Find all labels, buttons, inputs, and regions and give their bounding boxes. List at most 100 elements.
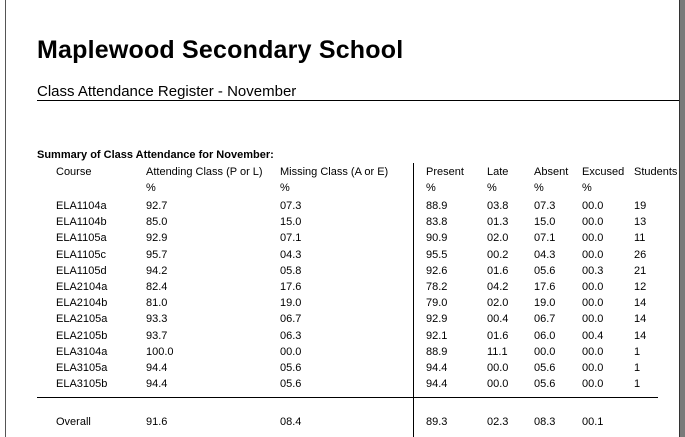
cell-absent: 07.1	[534, 232, 556, 244]
column-divider	[413, 163, 414, 437]
cell-missing: 00.0	[280, 346, 302, 358]
cell-missing: 07.1	[280, 232, 302, 244]
header-excused-pct: %	[582, 182, 592, 194]
cell-excused: 00.0	[582, 232, 604, 244]
cell-excused: 00.0	[582, 281, 604, 293]
cell-missing: 07.3	[280, 200, 302, 212]
cell-course: ELA3105a	[56, 362, 108, 374]
cell-attending: 93.7	[146, 330, 168, 342]
cell-absent: 07.3	[534, 200, 556, 212]
cell-attending: 93.3	[146, 313, 168, 325]
cell-absent: 19.0	[534, 297, 556, 309]
cell-present: 79.0	[426, 297, 448, 309]
cell-students: 21	[634, 265, 647, 277]
cell-missing: 04.3	[280, 249, 302, 261]
cell-attending: 100.0	[146, 346, 174, 358]
cell-course: ELA1105c	[56, 249, 106, 261]
cell-absent: 05.6	[534, 362, 556, 374]
cell-excused: 00.0	[582, 249, 604, 261]
page-border-left	[5, 0, 6, 437]
cell-course: ELA2105a	[56, 313, 108, 325]
header-attending: Attending Class (P or L)	[146, 166, 263, 178]
cell-late: 00.2	[487, 249, 509, 261]
cell-course: ELA2104b	[56, 297, 108, 309]
header-attending-pct: %	[146, 182, 156, 194]
cell-attending: 81.0	[146, 297, 168, 309]
overall-present: 89.3	[426, 416, 448, 428]
header-late-pct: %	[487, 182, 497, 194]
report-title: Maplewood Secondary School	[37, 36, 404, 64]
cell-present: 88.9	[426, 200, 448, 212]
cell-course: ELA1105d	[56, 265, 107, 277]
cell-present: 92.9	[426, 313, 448, 325]
cell-attending: 94.4	[146, 378, 168, 390]
cell-missing: 06.7	[280, 313, 302, 325]
cell-late: 11.1	[487, 346, 508, 358]
cell-course: ELA1105a	[56, 232, 107, 244]
cell-absent: 06.7	[534, 313, 556, 325]
cell-present: 83.8	[426, 216, 448, 228]
cell-excused: 00.0	[582, 216, 604, 228]
header-present-pct: %	[426, 182, 436, 194]
cell-students: 13	[634, 216, 647, 228]
header-excused: Excused	[582, 166, 625, 178]
overall-excused: 00.1	[582, 416, 604, 428]
summary-heading: Summary of Class Attendance for November…	[37, 149, 274, 161]
header-students: Students	[634, 166, 678, 178]
cell-missing: 06.3	[280, 330, 302, 342]
cell-students: 14	[634, 297, 647, 309]
cell-absent: 05.6	[534, 378, 556, 390]
cell-students: 19	[634, 200, 647, 212]
cell-missing: 15.0	[280, 216, 302, 228]
cell-attending: 94.2	[146, 265, 168, 277]
cell-absent: 04.3	[534, 249, 556, 261]
cell-absent: 15.0	[534, 216, 556, 228]
cell-students: 1	[634, 346, 641, 358]
cell-present: 92.6	[426, 265, 448, 277]
cell-course: ELA3104a	[56, 346, 108, 358]
cell-attending: 94.4	[146, 362, 168, 374]
cell-excused: 00.0	[582, 313, 604, 325]
overall-late: 02.3	[487, 416, 509, 428]
cell-present: 88.9	[426, 346, 448, 358]
cell-missing: 05.6	[280, 378, 302, 390]
cell-students: 1	[634, 362, 641, 374]
page-border-right	[679, 0, 685, 437]
cell-excused: 00.3	[582, 265, 604, 277]
cell-students: 11	[634, 232, 646, 244]
cell-course: ELA2105b	[56, 330, 108, 342]
cell-excused: 00.0	[582, 200, 604, 212]
cell-absent: 00.0	[534, 346, 556, 358]
cell-excused: 00.0	[582, 346, 604, 358]
cell-course: ELA1104b	[56, 216, 107, 228]
cell-present: 92.1	[426, 330, 448, 342]
cell-course: ELA2104a	[56, 281, 108, 293]
cell-present: 78.2	[426, 281, 448, 293]
overall-absent: 08.3	[534, 416, 556, 428]
cell-present: 90.9	[426, 232, 448, 244]
cell-late: 04.2	[487, 281, 509, 293]
cell-present: 94.4	[426, 362, 448, 374]
cell-students: 12	[634, 281, 647, 293]
cell-missing: 05.8	[280, 265, 302, 277]
cell-attending: 95.7	[146, 249, 168, 261]
cell-excused: 00.0	[582, 378, 604, 390]
cell-attending: 85.0	[146, 216, 168, 228]
cell-course: ELA1104a	[56, 200, 107, 212]
cell-present: 94.4	[426, 378, 448, 390]
cell-students: 1	[634, 378, 641, 390]
header-missing: Missing Class (A or E)	[280, 166, 389, 178]
header-late: Late	[487, 166, 509, 178]
cell-present: 95.5	[426, 249, 448, 261]
cell-absent: 17.6	[534, 281, 556, 293]
subtitle-divider	[37, 100, 679, 101]
report-subtitle: Class Attendance Register - November	[37, 83, 297, 100]
header-missing-pct: %	[280, 182, 290, 194]
cell-attending: 92.9	[146, 232, 168, 244]
cell-attending: 92.7	[146, 200, 168, 212]
cell-late: 00.0	[487, 378, 509, 390]
cell-late: 00.0	[487, 362, 509, 374]
cell-late: 01.3	[487, 216, 509, 228]
cell-late: 01.6	[487, 265, 509, 277]
cell-absent: 05.6	[534, 265, 556, 277]
